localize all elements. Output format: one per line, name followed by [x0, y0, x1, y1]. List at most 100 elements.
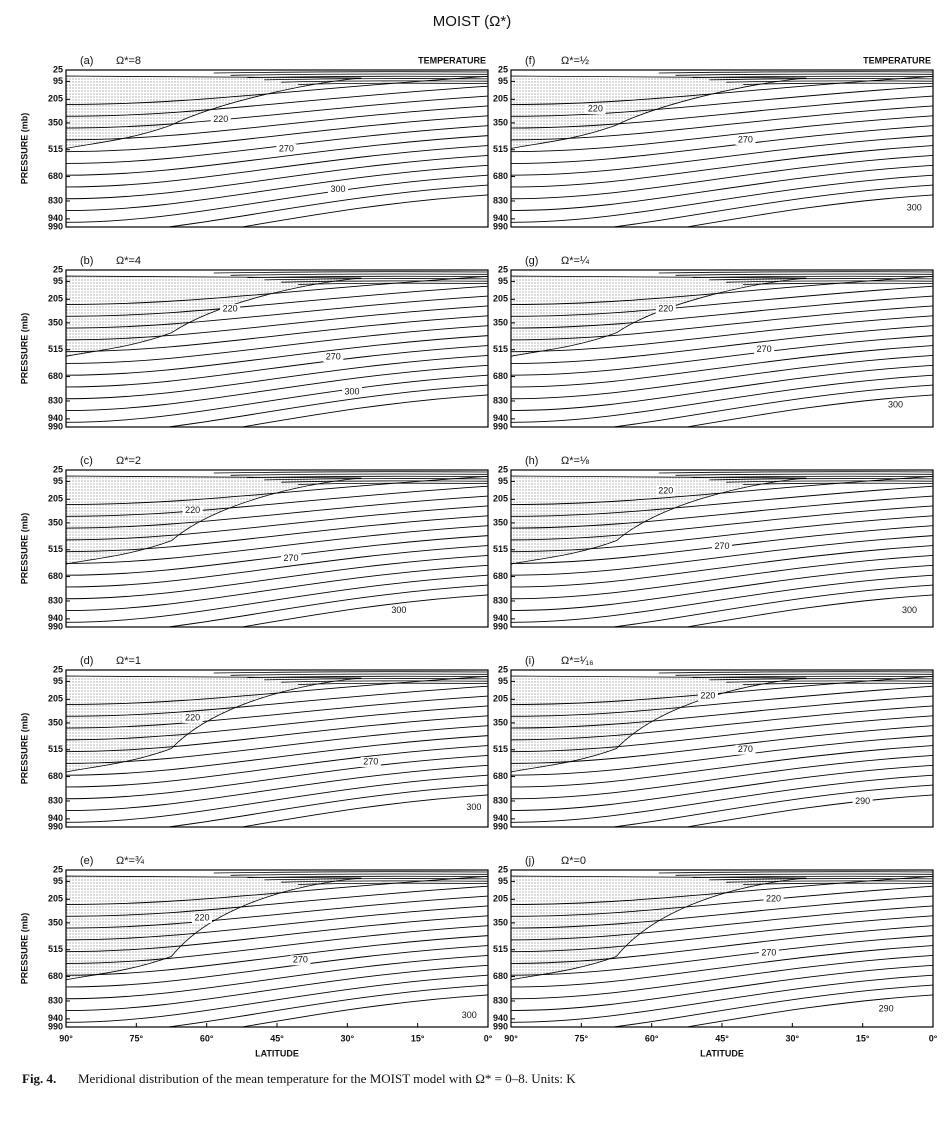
- contour-line: [247, 275, 488, 278]
- contour-line: [230, 473, 488, 476]
- panel-parameter: Ω*=¹⁄₁₆: [561, 655, 594, 667]
- contour-line: [743, 482, 933, 485]
- y-tick-label: 95: [53, 276, 63, 286]
- contour-line: [684, 394, 933, 427]
- contour-label: 220: [658, 303, 673, 313]
- contour-line: [66, 505, 488, 541]
- y-tick-label: 515: [48, 744, 63, 754]
- contour-line: [66, 345, 488, 388]
- contour-line: [743, 282, 933, 285]
- y-tick-label: 680: [48, 171, 63, 181]
- contour-line: [726, 280, 933, 283]
- x-tick-label: 15°: [856, 1033, 870, 1043]
- y-tick-label: 95: [498, 876, 508, 886]
- y-tick-label: 830: [493, 395, 508, 405]
- contour-field: [511, 471, 933, 627]
- y-tick-label: 990: [493, 1021, 508, 1031]
- y-axis-label: PRESSURE (mb): [19, 713, 29, 785]
- contour-line: [511, 475, 933, 505]
- contour-line: [743, 682, 933, 685]
- stipple: [511, 675, 807, 773]
- y-tick-label: 205: [48, 94, 63, 104]
- y-tick-label: 680: [48, 971, 63, 981]
- contour-label-bg: [388, 605, 409, 616]
- y-tick-label: 350: [48, 917, 63, 927]
- contour-line: [609, 584, 933, 627]
- y-tick-label: 350: [48, 117, 63, 127]
- contour-line: [66, 374, 488, 423]
- contour-label: 300: [391, 605, 406, 615]
- contour-line: [247, 475, 488, 478]
- panel-label: (c): [80, 455, 93, 467]
- y-tick-label: 680: [48, 571, 63, 581]
- y-tick-label: 990: [493, 621, 508, 631]
- contour-line: [511, 925, 933, 964]
- y-axis-label: PRESSURE (mb): [19, 113, 29, 185]
- contour-label: 300: [466, 802, 481, 812]
- contour-label: 220: [700, 690, 715, 700]
- contour-line: [66, 525, 488, 564]
- y-tick-label: 205: [48, 894, 63, 904]
- contour-line: [511, 325, 933, 364]
- contour-line: [66, 885, 488, 917]
- contour-line: [66, 735, 488, 776]
- panel-parameter: Ω*=0: [561, 855, 586, 867]
- contour-line: [692, 75, 933, 78]
- y-tick-label: 515: [48, 344, 63, 354]
- contour-label: 270: [757, 344, 772, 354]
- contour-line: [66, 95, 488, 129]
- contour-line: [511, 725, 933, 764]
- contour-label-bg: [323, 352, 344, 363]
- contour-line: [511, 85, 933, 117]
- contour-line: [511, 705, 933, 741]
- contour-line: [66, 545, 488, 588]
- contour-line: [675, 673, 933, 676]
- y-tick-label: 990: [48, 221, 63, 231]
- contour-line: [164, 184, 488, 227]
- contour-line: [511, 574, 933, 623]
- contour-line: [66, 115, 488, 153]
- contour-line: [511, 885, 933, 917]
- contour-line: [66, 725, 488, 764]
- contour-label-bg: [899, 605, 920, 616]
- panel-label: (h): [525, 455, 538, 467]
- contour-line: [230, 73, 488, 76]
- y-tick-label: 515: [493, 344, 508, 354]
- y-tick-label: 830: [493, 995, 508, 1005]
- contour-line: [247, 875, 488, 878]
- contour-label-bg: [876, 1004, 897, 1015]
- contour-line: [511, 754, 933, 800]
- contour-line: [726, 480, 933, 483]
- figure-title: MOIST (Ω*): [433, 13, 511, 30]
- contour-field: [511, 871, 933, 1027]
- contour-label: 270: [738, 134, 753, 144]
- contour-label-bg: [852, 796, 873, 807]
- y-tick-label: 940: [48, 213, 63, 223]
- contour-label-bg: [182, 712, 203, 723]
- contour-line: [239, 794, 488, 827]
- contour-label: 300: [902, 605, 917, 615]
- y-tick-label: 95: [498, 476, 508, 486]
- contour-line: [281, 880, 488, 883]
- panel-parameter: Ω*=½: [561, 55, 589, 67]
- contour-line: [511, 125, 933, 164]
- y-tick-label: 990: [493, 821, 508, 831]
- contour-line: [66, 715, 488, 753]
- contour-label-bg: [191, 912, 212, 923]
- contour-line: [609, 184, 933, 227]
- contour-label: 300: [888, 399, 903, 409]
- x-tick-label: 45°: [715, 1033, 729, 1043]
- contour-line: [213, 871, 488, 874]
- contour-line: [511, 974, 933, 1023]
- y-tick-label: 940: [48, 813, 63, 823]
- contour-label: 290: [879, 1003, 894, 1013]
- y-tick-label: 205: [48, 494, 63, 504]
- contour-label-bg: [585, 104, 606, 115]
- contour-line: [511, 164, 933, 211]
- contour-line: [511, 145, 933, 188]
- contour-label-bg: [210, 114, 231, 125]
- contour-line: [675, 73, 933, 76]
- y-tick-label: 350: [48, 317, 63, 327]
- y-tick-label: 515: [493, 544, 508, 554]
